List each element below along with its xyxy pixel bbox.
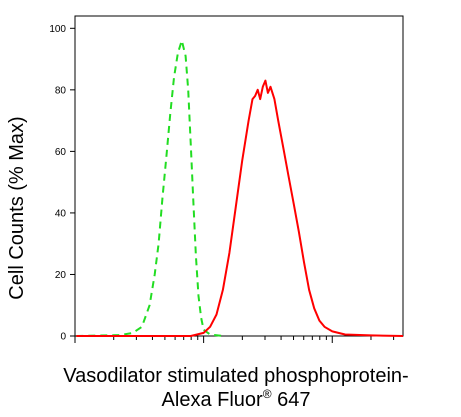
x-axis-label-line2-suffix: 647 [277,389,310,411]
registered-mark: ® [263,387,272,401]
x-axis-label-line1: Vasodilator stimulated phosphoprotein- [63,365,408,387]
y-tick-label: 100 [49,24,66,35]
y-tick-label: 80 [55,85,67,96]
y-tick-label: 40 [55,208,67,219]
histogram-series-1 [76,39,224,337]
y-tick-label: 20 [55,270,67,281]
y-tick-label: 0 [60,332,66,343]
series-layer [76,39,404,337]
x-axis-label-line2-text: Alexa Fluor [162,389,263,411]
x-axis-ticks [74,336,395,343]
y-axis-label: Cell Counts (% Max) [6,116,28,299]
y-tick-label: 60 [55,147,67,158]
plot-frame [74,15,404,337]
x-axis-label-line2: Alexa Fluor® 647 [162,387,311,411]
plot-border [74,15,404,337]
y-axis-ticks: 0 20 40 60 80 100 [49,24,75,343]
histogram-series-2 [76,79,404,337]
